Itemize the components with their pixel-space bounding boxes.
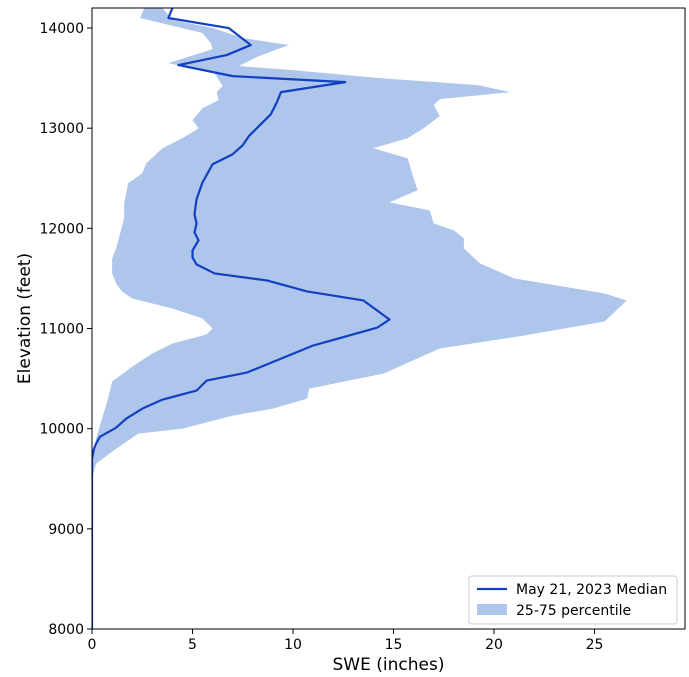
y-tick-label: 12000	[39, 221, 84, 237]
x-axis-label: SWE (inches)	[333, 655, 445, 675]
y-tick-label: 11000	[39, 322, 84, 338]
median-line	[92, 8, 391, 629]
x-tick-label: 0	[88, 637, 97, 653]
y-axis: 8000 9000 10000 11000 12000 13000 14000	[39, 21, 92, 638]
line-layer	[92, 8, 391, 629]
x-tick-label: 25	[586, 637, 604, 653]
x-axis: 0 5 10 15 20 25	[88, 629, 604, 653]
y-tick-label: 10000	[39, 422, 84, 438]
legend: May 21, 2023 Median 25-75 percentile	[468, 575, 678, 625]
y-tick-label: 13000	[39, 121, 84, 137]
legend-band-swatch	[477, 604, 507, 615]
legend-median-label: May 21, 2023 Median	[516, 582, 667, 598]
band-layer	[92, 8, 627, 629]
x-tick-label: 5	[188, 637, 197, 653]
x-tick-label: 10	[284, 637, 302, 653]
y-tick-label: 14000	[39, 21, 84, 37]
percentile-band	[92, 8, 627, 629]
y-tick-label: 9000	[48, 522, 84, 538]
x-tick-label: 15	[385, 637, 403, 653]
legend-band-label: 25-75 percentile	[516, 603, 631, 619]
y-tick-label: 8000	[48, 622, 84, 638]
legend-box	[468, 575, 678, 625]
y-axis-label: Elevation (feet)	[15, 253, 35, 384]
plot-frame	[91, 7, 686, 630]
x-tick-label: 20	[485, 637, 503, 653]
